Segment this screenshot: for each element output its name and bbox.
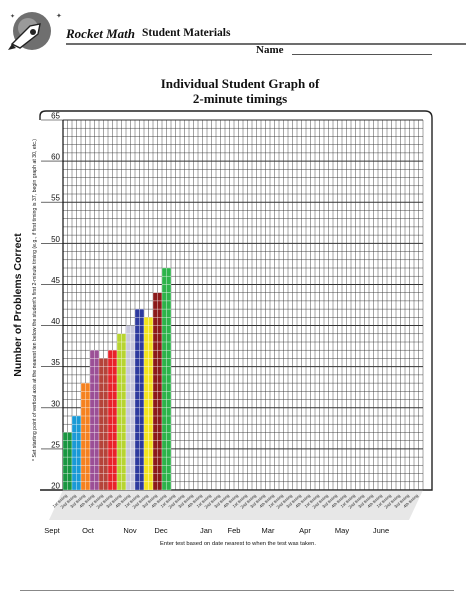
y-tick-label: 40 — [51, 317, 60, 326]
month-label: Feb — [228, 526, 241, 535]
bar-cell-lines — [108, 350, 117, 490]
bar-cell-lines — [153, 292, 162, 490]
chart-frame — [39, 110, 433, 491]
bar-cell-lines — [135, 309, 144, 490]
y-tick-label: 35 — [51, 358, 60, 367]
bar-cell-lines — [99, 358, 108, 490]
month-label: Oct — [82, 526, 95, 535]
x-axis-label: Enter test based on date nearest to when… — [160, 541, 316, 547]
bar-cell-lines — [144, 317, 153, 490]
slot-label-band — [49, 490, 423, 520]
y-tick-label: 60 — [51, 153, 60, 162]
name-input-line[interactable] — [292, 54, 432, 55]
bar-cell-lines — [117, 333, 126, 490]
bar-cell-lines — [72, 416, 81, 490]
y-tick-label: 50 — [51, 235, 60, 244]
month-label: Jan — [200, 526, 212, 535]
page-title: Student Materials — [142, 27, 231, 39]
month-label: May — [335, 526, 349, 535]
chart-title-line1: Individual Student Graph of — [160, 76, 320, 91]
month-label: Dec — [154, 526, 168, 535]
svg-text:✦: ✦ — [10, 13, 15, 20]
y-tick-label: 65 — [51, 112, 60, 121]
y-tick-label: 55 — [51, 194, 60, 203]
y-tick-label: 30 — [51, 399, 60, 408]
month-label: Nov — [123, 526, 137, 535]
header-divider — [66, 43, 466, 45]
name-label: Name — [256, 44, 284, 56]
month-label: Apr — [299, 526, 311, 535]
y-tick-label: 25 — [51, 440, 60, 449]
chart-title: Individual Student Graph of 2-minute tim… — [120, 76, 360, 106]
bar-cell-lines — [90, 350, 99, 490]
month-label: June — [373, 526, 389, 535]
bar-cell-lines — [63, 432, 72, 490]
rocket-logo-icon: ✦ ✦ — [8, 12, 62, 50]
brand-name: Rocket Math — [66, 26, 135, 41]
bar-cell-lines — [81, 383, 90, 490]
bar-cell-lines — [162, 268, 171, 490]
footer-divider — [20, 590, 454, 591]
y-tick-label: 45 — [51, 276, 60, 285]
month-label: Sept — [44, 526, 60, 535]
svg-text:✦: ✦ — [56, 12, 62, 20]
y-tick-label: 20 — [51, 482, 60, 491]
side-note: * Set starting point of vertical axis at… — [32, 139, 38, 461]
bar-cell-lines — [126, 325, 135, 490]
chart-title-line2: 2-minute timings — [192, 91, 288, 106]
y-axis-label: Number of Problems Correct — [12, 233, 24, 377]
month-label: Mar — [262, 526, 275, 535]
